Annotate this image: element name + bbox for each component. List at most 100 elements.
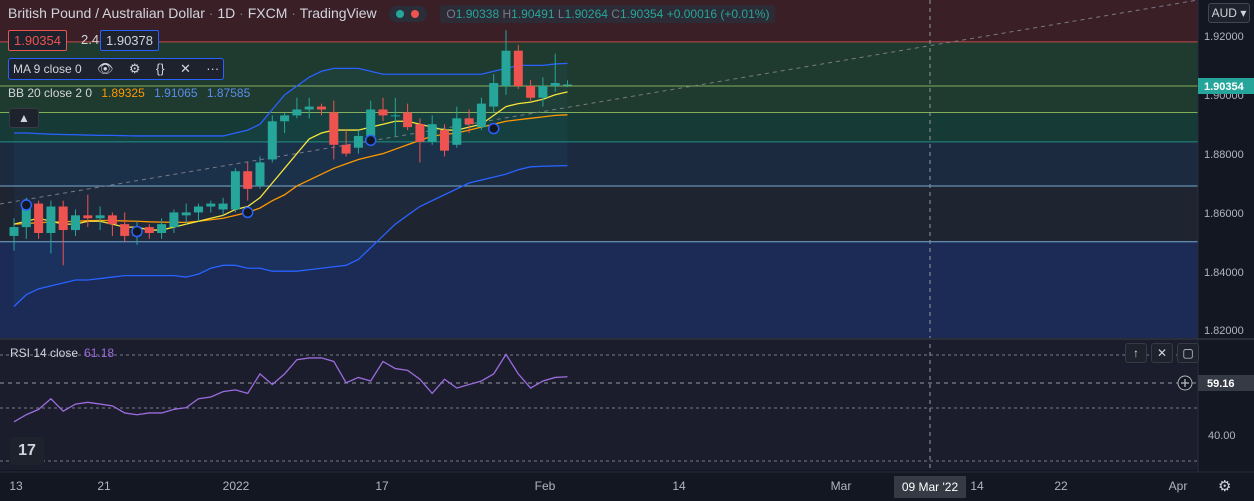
- braces-icon[interactable]: {}: [155, 61, 165, 76]
- current-price-label: 1.90354: [1204, 81, 1245, 93]
- current-price-bg: [1198, 78, 1254, 94]
- price-axis-tick: 1.82000: [1204, 325, 1244, 337]
- candle-body: [366, 109, 376, 136]
- bb-label: BB 20 close 2 0: [8, 86, 93, 100]
- candle: [317, 103, 326, 116]
- exchange-label: FXCM: [247, 5, 288, 21]
- time-crosshair-label: 09 Mar '22: [902, 480, 959, 494]
- candle-body: [378, 109, 388, 116]
- candle: [9, 218, 19, 251]
- ma-indicator-legend[interactable]: MA 9 close 0 👁 ⚙ {} ✕ ···: [8, 58, 225, 80]
- price-axis-tick: 1.92000: [1204, 31, 1244, 43]
- time-axis-tick: 2022: [223, 479, 250, 493]
- bb-basis-line: [13, 114, 568, 225]
- time-axis-tick: Feb: [535, 479, 556, 493]
- candle: [476, 97, 486, 131]
- candle-body: [230, 171, 240, 210]
- candle: [194, 203, 203, 222]
- rsi-pane-bg: [0, 340, 1198, 470]
- time-axis-tick: 14: [970, 479, 984, 493]
- close-value: 1.90354: [619, 7, 664, 21]
- event-marker: [20, 199, 33, 211]
- sell-button[interactable]: 1.90354: [8, 30, 67, 51]
- arrow-up-icon[interactable]: ↑: [1125, 343, 1147, 363]
- candle-body: [550, 83, 560, 86]
- candle: [513, 44, 523, 89]
- bb-lower-line: [13, 165, 568, 307]
- candle: [83, 194, 93, 228]
- settings-gear-icon[interactable]: ⚙: [1218, 478, 1232, 495]
- candle-body: [280, 115, 290, 122]
- bb-indicator-legend[interactable]: BB 20 close 2 0 1.89325 1.91065 1.87585: [8, 86, 250, 100]
- candle-body: [292, 109, 302, 116]
- candle-body: [120, 224, 130, 236]
- open-value: 1.90338: [455, 7, 500, 21]
- candle: [120, 212, 130, 242]
- symbol-title[interactable]: British Pound / Australian Dollar: [8, 5, 205, 21]
- candle: [526, 80, 536, 101]
- candle: [206, 200, 216, 213]
- currency-selector[interactable]: AUD ▾: [1208, 3, 1250, 23]
- candle-body: [501, 50, 511, 86]
- candle-body: [341, 144, 351, 154]
- candle-body: [267, 121, 277, 160]
- change-value: +0.00016 (+0.01%): [666, 7, 770, 21]
- candle-body: [107, 215, 117, 225]
- rsi-indicator-legend[interactable]: RSI 14 close 61.18: [10, 346, 114, 360]
- ohlc-values: O1.90338 H1.90491 L1.90264 C1.90354 +0.0…: [440, 5, 776, 23]
- candle-body: [403, 112, 413, 128]
- market-status-toggle[interactable]: [388, 6, 427, 23]
- price-axis-tick: 1.84000: [1204, 267, 1244, 279]
- candle: [489, 74, 499, 113]
- bb-upper-value: 1.91065: [154, 86, 198, 100]
- close-icon[interactable]: ✕: [1151, 343, 1173, 363]
- candle-body: [476, 103, 486, 128]
- time-axis-tick: 22: [1054, 479, 1068, 493]
- zone-gray: [0, 185, 1198, 242]
- rsi-label: RSI 14 close: [10, 346, 79, 360]
- candle: [218, 197, 228, 216]
- candle: [415, 118, 425, 163]
- candle-body: [181, 212, 191, 216]
- candle-body: [464, 118, 474, 125]
- interval-label[interactable]: 1D: [217, 5, 236, 21]
- candle-body: [415, 124, 425, 142]
- candle: [107, 212, 117, 236]
- gear-icon[interactable]: ⚙: [128, 61, 141, 76]
- candle: [169, 209, 179, 233]
- candle-body: [144, 227, 154, 233]
- eye-icon[interactable]: 👁: [97, 61, 114, 76]
- candle: [464, 109, 474, 134]
- candle-body: [169, 212, 179, 228]
- event-marker: [241, 206, 254, 219]
- low-value: 1.90264: [564, 7, 608, 21]
- more-icon[interactable]: ···: [206, 61, 220, 76]
- candle: [452, 106, 462, 148]
- candle-body: [34, 203, 44, 233]
- candle: [304, 97, 314, 119]
- candle-body: [329, 112, 339, 145]
- candle: [550, 53, 560, 92]
- rsi-axis-tick: 40.00: [1208, 430, 1236, 442]
- rsi-crosshair-bg: [1198, 375, 1254, 391]
- candle-body: [194, 206, 203, 213]
- candle-body: [95, 215, 105, 219]
- zone-teal: [0, 112, 1198, 142]
- close-icon[interactable]: ✕: [179, 61, 191, 76]
- source-label: TradingView: [299, 5, 377, 21]
- candle-body: [489, 83, 499, 107]
- chevron-up-icon[interactable]: ▲: [9, 108, 39, 128]
- candle-body: [390, 115, 400, 117]
- candle-body: [538, 85, 548, 98]
- spread-value: 2.4: [81, 32, 100, 47]
- candle-body: [46, 206, 56, 233]
- buy-button[interactable]: 1.90378: [100, 30, 159, 51]
- ma-label: MA 9 close 0: [13, 62, 82, 76]
- candle: [353, 130, 363, 154]
- tradingview-logo[interactable]: 17: [10, 437, 44, 465]
- candle-body: [317, 106, 326, 110]
- maximize-icon[interactable]: ▢: [1177, 343, 1199, 363]
- candle-body: [526, 85, 536, 98]
- bb-fill: [14, 63, 568, 307]
